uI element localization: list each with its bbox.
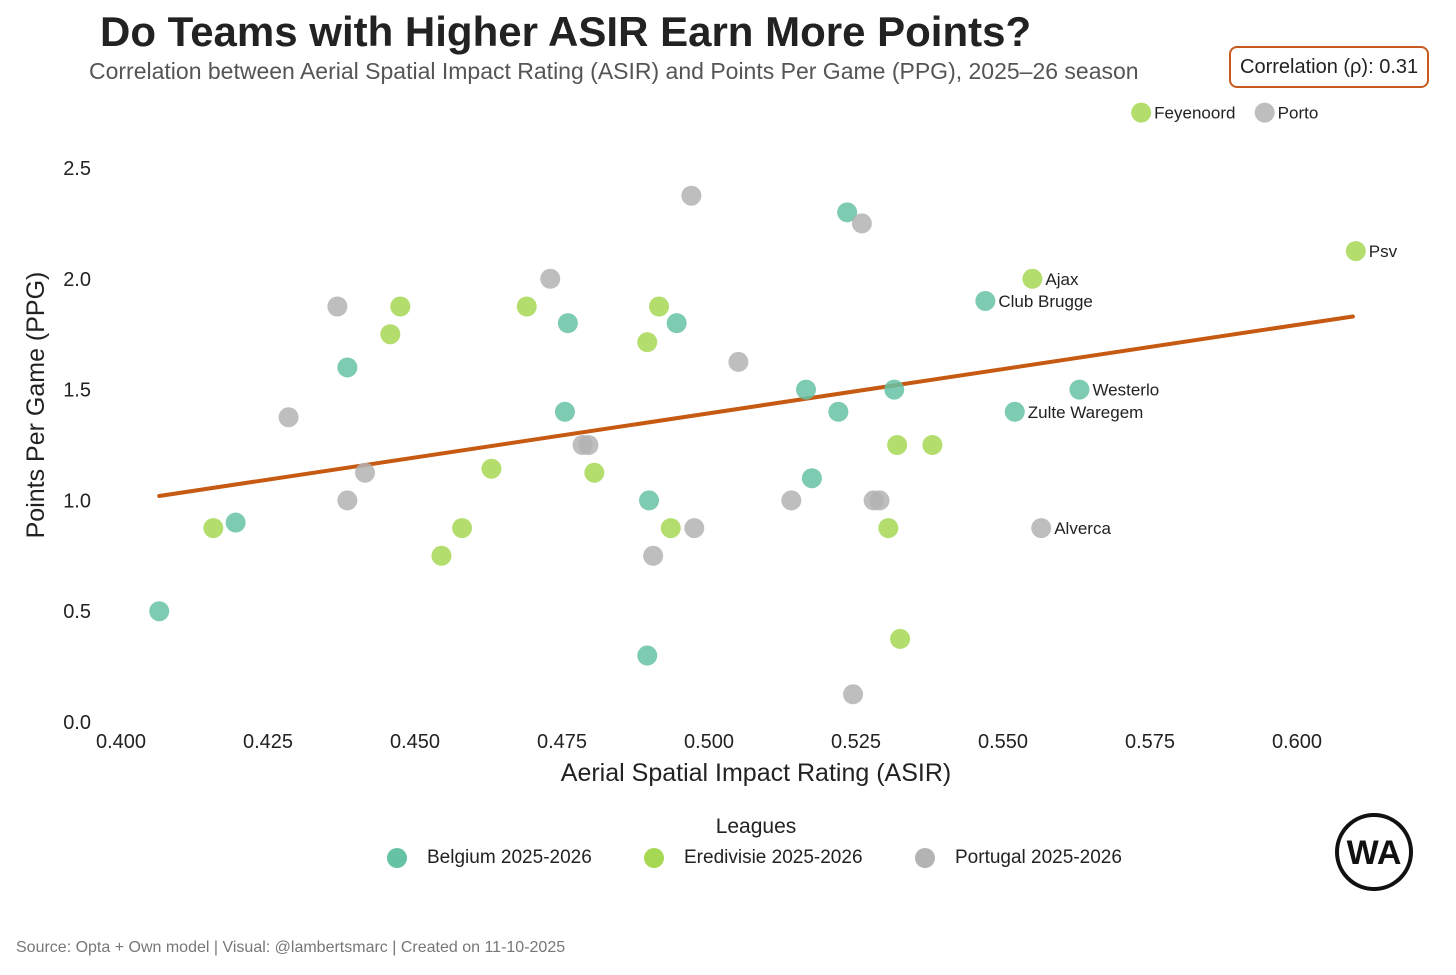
legend-title: Leagues — [715, 815, 797, 838]
data-point — [887, 435, 908, 455]
trend-line — [157, 314, 1355, 498]
x-tick-label: 0.600 — [1272, 731, 1322, 753]
legend-dot-eredivisie — [644, 848, 664, 868]
y-tick-label: 2.0 — [63, 269, 91, 291]
data-point — [380, 324, 401, 345]
data-point — [801, 468, 822, 489]
data-point — [337, 357, 358, 378]
chart-subtitle: Correlation between Aerial Spatial Impac… — [89, 58, 1139, 84]
data-point — [203, 518, 224, 539]
chart-title: Do Teams with Higher ASIR Earn More Poin… — [100, 8, 1032, 55]
data-point — [666, 313, 687, 334]
data-point — [637, 645, 658, 666]
x-tick-label: 0.550 — [978, 731, 1028, 753]
logo-text: WA — [1347, 834, 1402, 872]
data-point — [1031, 518, 1052, 539]
data-point — [337, 490, 358, 511]
point-label: Club Brugge — [998, 292, 1093, 311]
data-point — [637, 332, 658, 353]
data-point — [355, 462, 376, 483]
y-tick-label: 0.0 — [63, 712, 91, 734]
data-point — [452, 518, 473, 539]
data-point — [643, 545, 664, 566]
data-point — [540, 268, 561, 289]
x-tick-label: 0.475 — [537, 731, 587, 753]
legend-dot-belgium — [387, 848, 407, 868]
data-point — [1022, 268, 1043, 289]
point-labels-layer: Club Brugge Zulte Waregem Westerlo Ajax Psv F… — [998, 104, 1397, 538]
data-point — [922, 435, 943, 455]
x-tick-label: 0.450 — [390, 731, 440, 753]
y-tick-label: 1.5 — [63, 380, 91, 402]
data-point — [884, 379, 905, 400]
legend-item-eredivisie: Eredivisie 2025-2026 — [644, 845, 863, 871]
correlation-badge: Correlation (ρ): 0.31 — [1229, 46, 1430, 88]
point-label: Zulte Waregem — [1028, 403, 1144, 422]
data-point — [584, 462, 605, 483]
data-point — [843, 684, 864, 705]
x-axis-label: Aerial Spatial Impact Rating (ASIR) — [561, 759, 951, 787]
point-label: Alverca — [1054, 519, 1111, 538]
data-point — [481, 458, 502, 479]
point-label: Ajax — [1045, 270, 1079, 289]
y-axis-label: Points Per Game (PPG) — [22, 272, 50, 539]
legend-label-portugal: Portugal 2025-2026 — [955, 847, 1122, 868]
data-point — [431, 545, 452, 566]
data-point — [975, 290, 996, 311]
data-point — [851, 213, 872, 234]
data-point — [327, 296, 348, 317]
point-label: Westerlo — [1092, 381, 1159, 400]
y-axis-ticks: 0.0 0.5 1.0 1.5 2.0 2.5 — [63, 158, 91, 734]
data-point — [660, 518, 681, 539]
x-axis-ticks: 0.400 0.425 0.450 0.475 0.500 0.525 0.550 0.575… — [96, 731, 1322, 753]
data-point — [878, 518, 899, 539]
trendline-layer — [157, 314, 1355, 498]
data-point — [684, 518, 705, 539]
data-point — [639, 490, 660, 511]
legend-label-belgium: Belgium 2025-2026 — [427, 847, 592, 868]
y-tick-label: 1.0 — [63, 490, 91, 512]
data-point — [554, 401, 575, 422]
legend-label-eredivisie: Eredivisie 2025-2026 — [684, 847, 863, 868]
data-point — [1131, 102, 1152, 123]
data-point — [557, 313, 578, 334]
data-point — [781, 490, 802, 511]
point-label: Psv — [1369, 242, 1398, 261]
x-tick-label: 0.400 — [96, 731, 146, 753]
data-point — [681, 185, 702, 206]
data-point — [890, 628, 911, 649]
y-tick-label: 0.5 — [63, 601, 91, 623]
data-point — [1004, 401, 1025, 422]
data-point — [516, 296, 537, 317]
x-tick-label: 0.575 — [1125, 731, 1175, 753]
data-point — [278, 407, 299, 428]
data-point — [149, 601, 170, 622]
x-tick-label: 0.500 — [684, 731, 734, 753]
point-label: Feyenoord — [1154, 104, 1235, 123]
data-point — [1069, 379, 1090, 400]
y-tick-label: 2.5 — [63, 158, 91, 180]
x-tick-label: 0.525 — [831, 731, 881, 753]
wa-logo: WA — [1335, 813, 1413, 891]
data-point — [578, 435, 599, 455]
data-point — [1345, 241, 1366, 262]
data-point — [390, 296, 411, 317]
data-point — [869, 490, 890, 511]
data-point — [796, 379, 817, 400]
legend-item-portugal: Portugal 2025-2026 — [915, 845, 1122, 871]
data-point — [828, 401, 849, 422]
source-footer: Source: Opta + Own model | Visual: @lamb… — [16, 939, 566, 956]
data-point — [225, 512, 246, 533]
legend-dot-portugal — [915, 848, 935, 868]
data-point — [649, 296, 670, 317]
x-tick-label: 0.425 — [243, 731, 293, 753]
legend-item-belgium: Belgium 2025-2026 — [387, 845, 592, 871]
point-label: Porto — [1278, 104, 1319, 123]
points-layer — [149, 102, 1366, 705]
data-point — [1254, 102, 1275, 123]
data-point — [837, 202, 858, 223]
data-point — [728, 351, 749, 372]
